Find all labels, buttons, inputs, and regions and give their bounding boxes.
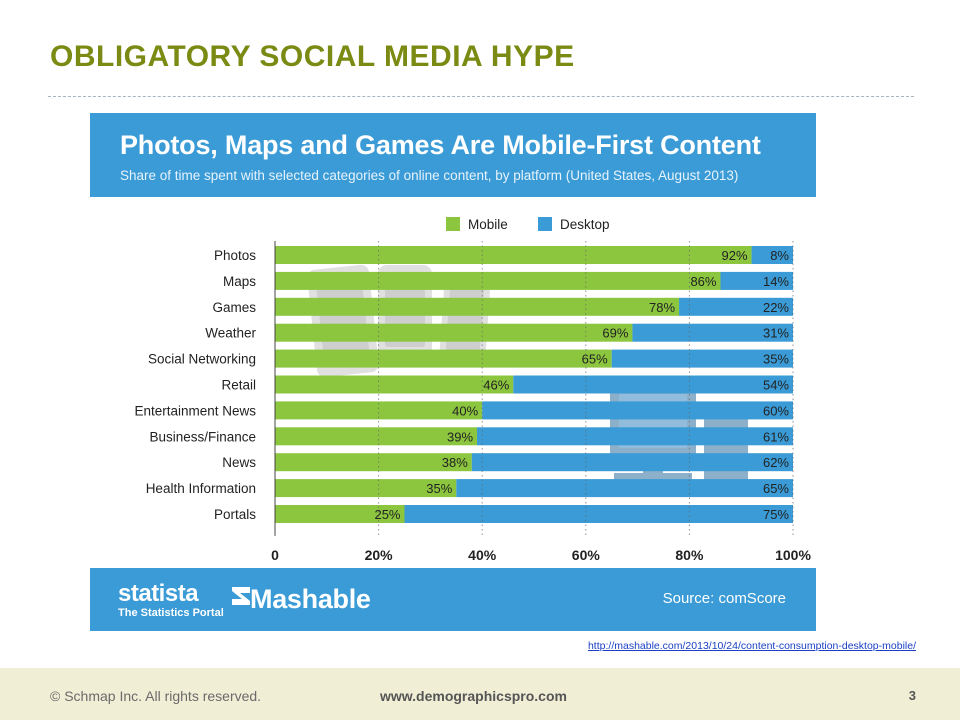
source-link[interactable]: http://mashable.com/2013/10/24/content-c… bbox=[587, 640, 916, 652]
data-label-mobile: 25% bbox=[374, 507, 400, 522]
data-label-desktop: 60% bbox=[763, 403, 789, 418]
bar-desktop bbox=[477, 427, 793, 446]
bar-desktop bbox=[632, 323, 793, 342]
bar-mobile bbox=[275, 323, 633, 342]
data-label-desktop: 65% bbox=[763, 481, 789, 496]
data-label-mobile: 35% bbox=[426, 481, 452, 496]
statista-tagline: The Statistics Portal bbox=[118, 607, 224, 619]
plot-area: Mobile Desktop Photos 92% 8% Maps 86% 14% Games 7… bbox=[134, 217, 811, 563]
data-label-mobile: 40% bbox=[452, 403, 478, 418]
data-label-desktop: 54% bbox=[763, 378, 789, 393]
bar-mobile bbox=[275, 271, 721, 290]
data-label-desktop: 22% bbox=[763, 300, 789, 315]
statista-name: statista bbox=[118, 580, 199, 607]
chart-title: Photos, Maps and Games Are Mobile-First … bbox=[120, 130, 761, 160]
bar-desktop bbox=[513, 375, 793, 394]
bar-mobile bbox=[275, 349, 612, 368]
bar-desktop bbox=[720, 271, 793, 290]
infographic-footer: statista The Statistics Portal Mashable … bbox=[90, 568, 816, 631]
bar-desktop bbox=[751, 246, 793, 264]
bar-desktop bbox=[611, 349, 793, 368]
bar-mobile bbox=[275, 505, 405, 523]
bar-mobile bbox=[275, 453, 472, 472]
category-label: Business/Finance bbox=[149, 429, 256, 444]
x-tick-label: 60% bbox=[572, 547, 601, 563]
x-tick-label: 40% bbox=[468, 547, 497, 563]
category-label: Portals bbox=[214, 507, 256, 522]
category-label: Health Information bbox=[146, 481, 256, 496]
data-label-desktop: 35% bbox=[763, 352, 789, 367]
infographic-header: Photos, Maps and Games Are Mobile-First … bbox=[90, 113, 816, 197]
data-label-desktop: 8% bbox=[770, 248, 789, 263]
mashable-logo: Mashable bbox=[250, 584, 371, 614]
bar-mobile bbox=[275, 401, 483, 420]
website-text: www.demographicspro.com bbox=[380, 688, 567, 704]
legend-label-desktop: Desktop bbox=[560, 217, 610, 232]
data-label-desktop: 62% bbox=[763, 455, 789, 470]
bar-desktop bbox=[456, 479, 793, 498]
data-label-mobile: 46% bbox=[483, 378, 509, 393]
slide-footer: © Schmap Inc. All rights reserved. www.d… bbox=[0, 668, 960, 720]
category-label: Maps bbox=[223, 274, 256, 289]
legend-label-mobile: Mobile bbox=[468, 217, 508, 232]
data-label-desktop: 75% bbox=[763, 507, 789, 522]
data-label-mobile: 92% bbox=[722, 248, 748, 263]
data-label-mobile: 78% bbox=[649, 300, 675, 315]
x-tick-label: 20% bbox=[365, 547, 394, 563]
bar-desktop bbox=[679, 297, 793, 316]
category-label: Photos bbox=[214, 248, 256, 263]
slide-title: OBLIGATORY SOCIAL MEDIA HYPE bbox=[50, 40, 575, 73]
data-label-mobile: 69% bbox=[602, 326, 628, 341]
legend-swatch-desktop bbox=[538, 217, 552, 231]
data-label-mobile: 86% bbox=[690, 274, 716, 289]
x-tick-label: 0 bbox=[271, 547, 279, 563]
x-tick-label: 80% bbox=[675, 547, 704, 563]
data-label-desktop: 31% bbox=[763, 326, 789, 341]
infographic: Photos, Maps and Games Are Mobile-First … bbox=[90, 113, 816, 631]
category-label: Weather bbox=[205, 326, 256, 341]
category-label: Social Networking bbox=[148, 352, 256, 367]
data-label-mobile: 65% bbox=[582, 352, 608, 367]
bar-mobile bbox=[275, 246, 752, 264]
x-tick-label: 100% bbox=[775, 547, 811, 563]
bar-desktop bbox=[482, 401, 793, 420]
bar-mobile bbox=[275, 297, 680, 316]
legend-swatch-mobile bbox=[446, 217, 460, 231]
chart-subtitle: Share of time spent with selected catego… bbox=[120, 168, 739, 183]
data-label-mobile: 39% bbox=[447, 429, 473, 444]
statista-logo: statista The Statistics Portal bbox=[118, 580, 250, 619]
data-label-desktop: 14% bbox=[763, 274, 789, 289]
data-label-desktop: 61% bbox=[763, 429, 789, 444]
category-label: Games bbox=[212, 300, 256, 315]
bar-desktop bbox=[471, 453, 793, 472]
bar-desktop bbox=[404, 505, 793, 523]
bar-mobile bbox=[275, 375, 514, 394]
page-number: 3 bbox=[908, 688, 916, 703]
stacked-bar-chart: Mobile Desktop Photos 92% 8% Maps 86% 14% Games 7… bbox=[134, 217, 811, 563]
category-label: News bbox=[222, 455, 256, 470]
copyright-text: © Schmap Inc. All rights reserved. bbox=[50, 688, 262, 704]
data-label-mobile: 38% bbox=[442, 455, 468, 470]
bar-mobile bbox=[275, 479, 457, 498]
bar-mobile bbox=[275, 427, 478, 446]
category-label: Entertainment News bbox=[134, 403, 256, 418]
statista-mark-icon bbox=[232, 587, 250, 605]
category-label: Retail bbox=[221, 378, 256, 393]
source-label: Source: comScore bbox=[662, 590, 786, 607]
title-divider bbox=[48, 96, 914, 97]
